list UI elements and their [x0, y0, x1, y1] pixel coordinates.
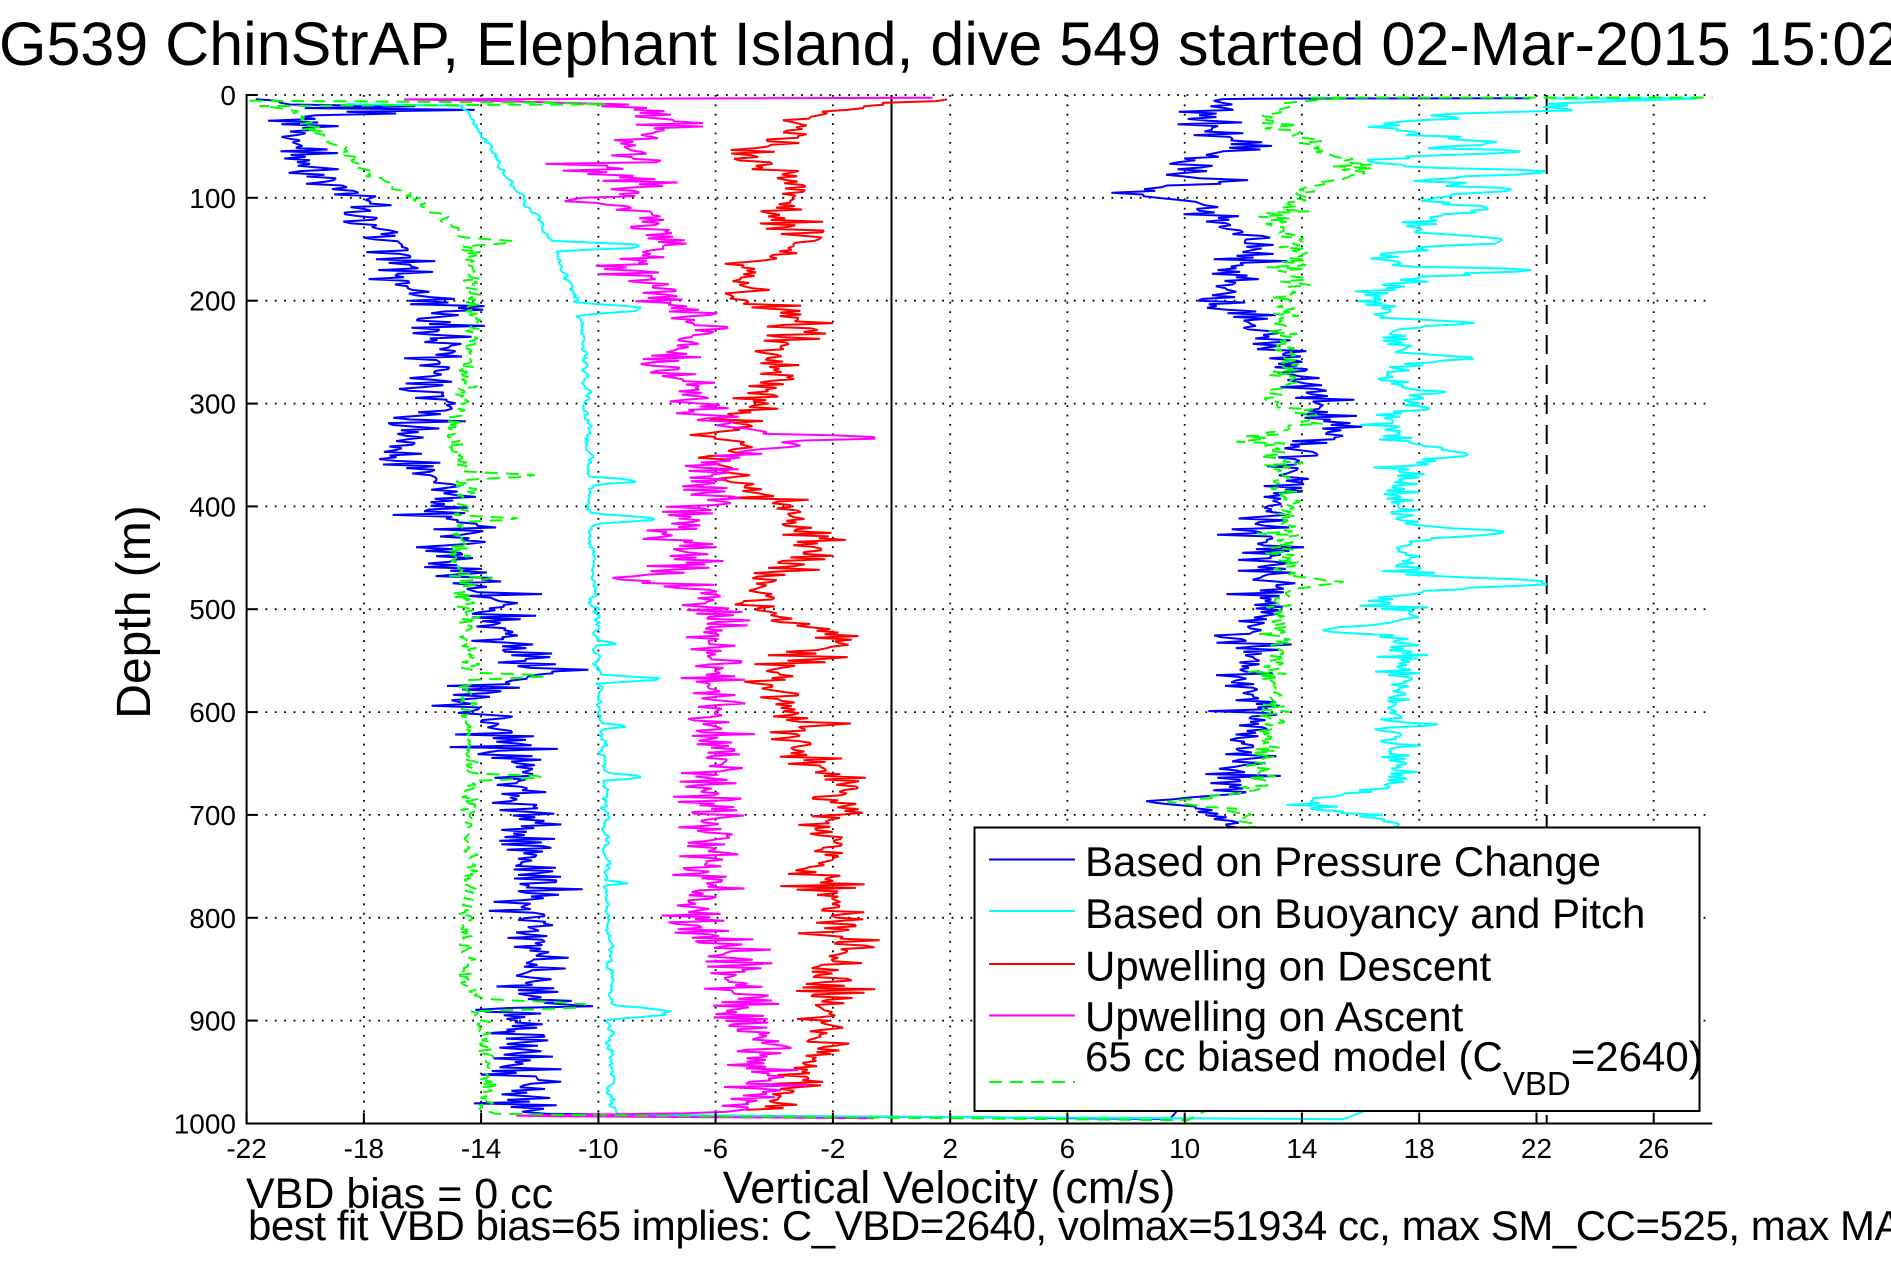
svg-text:2: 2: [942, 1133, 958, 1164]
svg-text:Upwelling on Descent: Upwelling on Descent: [1085, 943, 1492, 990]
svg-text:-2: -2: [820, 1133, 845, 1164]
svg-text:best fit VBD bias=65 implies:: best fit VBD bias=65 implies: C_VBD=2640…: [248, 1202, 1891, 1249]
svg-text:0: 0: [220, 80, 236, 111]
svg-text:6: 6: [1060, 1133, 1076, 1164]
svg-text:800: 800: [189, 903, 236, 934]
svg-text:600: 600: [189, 697, 236, 728]
svg-text:1000: 1000: [174, 1109, 236, 1140]
svg-text:18: 18: [1404, 1133, 1435, 1164]
svg-text:VBD bias = 0 cc: VBD bias = 0 cc: [246, 1170, 553, 1218]
svg-text:14: 14: [1286, 1133, 1317, 1164]
svg-text:10: 10: [1169, 1133, 1200, 1164]
svg-text:500: 500: [189, 594, 236, 625]
svg-text:-14: -14: [461, 1133, 501, 1164]
svg-text:Vertical Velocity (cm/s): Vertical Velocity (cm/s): [723, 1162, 1176, 1213]
svg-text:Based on Buoyancy and Pitch: Based on Buoyancy and Pitch: [1085, 890, 1645, 937]
svg-text:Based on Pressure Change: Based on Pressure Change: [1085, 838, 1601, 885]
svg-text:200: 200: [189, 286, 236, 317]
svg-text:-18: -18: [344, 1133, 384, 1164]
svg-text:900: 900: [189, 1006, 236, 1037]
svg-text:300: 300: [189, 389, 236, 420]
svg-text:700: 700: [189, 800, 236, 831]
svg-text:100: 100: [189, 183, 236, 214]
svg-text:22: 22: [1521, 1133, 1552, 1164]
svg-text:-6: -6: [703, 1133, 728, 1164]
svg-text:-22: -22: [226, 1133, 266, 1164]
svg-text:-10: -10: [578, 1133, 618, 1164]
svg-text:26: 26: [1638, 1133, 1669, 1164]
svg-text:Depth (m): Depth (m): [108, 505, 161, 718]
svg-text:G539 ChinStrAP, Elephant Islan: G539 ChinStrAP, Elephant Island, dive 54…: [0, 10, 1891, 78]
svg-text:Upwelling on Ascent: Upwelling on Ascent: [1085, 993, 1464, 1040]
svg-text:400: 400: [189, 491, 236, 522]
